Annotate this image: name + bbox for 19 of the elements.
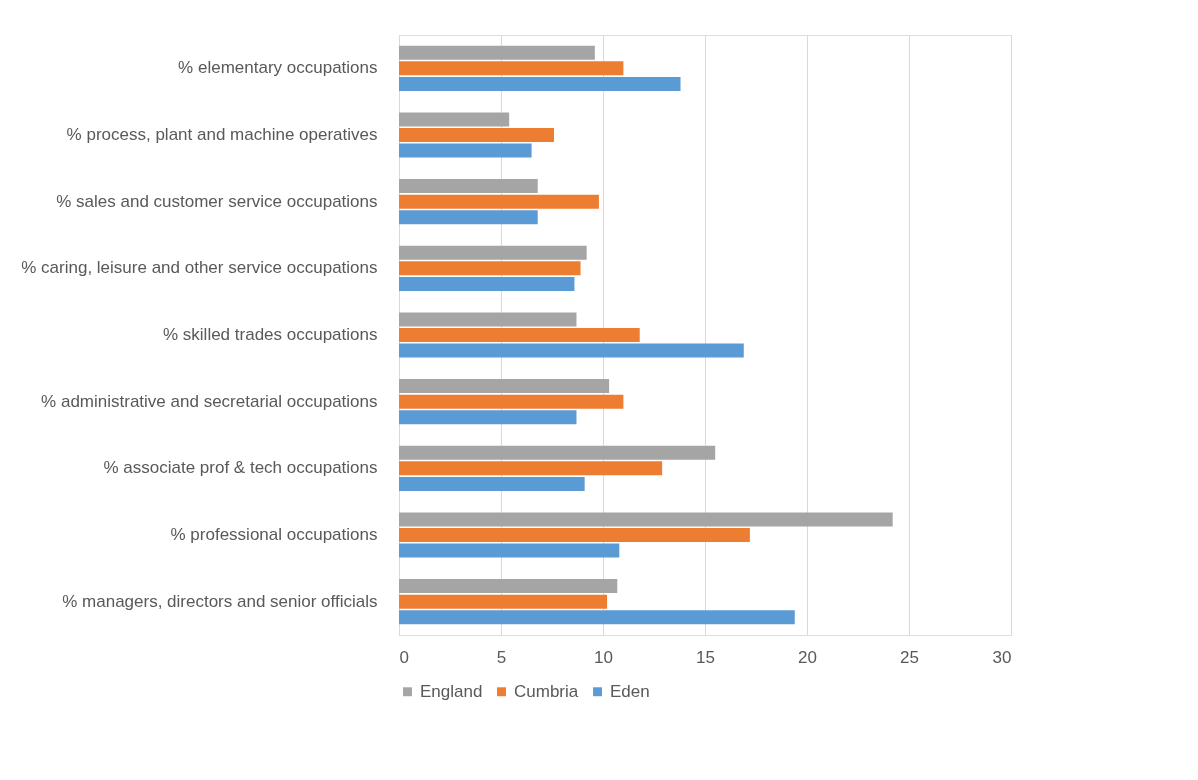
legend-label: Cumbria (514, 681, 579, 701)
y-tick-label: % skilled trades occupations (162, 325, 378, 344)
legend-label: Eden (610, 681, 650, 701)
y-tick-label: % managers, directors and senior officials (62, 591, 378, 611)
y-tick-label: % process, plant and machine operatives (66, 125, 378, 144)
x-tick-label: 20 (798, 647, 817, 667)
x-tick-label: 25 (900, 647, 919, 667)
y-tick-label: % professional occupations (170, 525, 378, 544)
y-tick-label: % administrative and secretarial occupations (41, 391, 378, 411)
y-tick-label: % elementary occupations (178, 58, 378, 78)
x-tick-label: 10 (594, 647, 613, 667)
x-tick-label: 30 (992, 647, 1012, 667)
legend-label: England (420, 681, 483, 701)
y-tick-label: % associate prof & tech occupations (103, 458, 378, 478)
x-tick-label: 15 (696, 647, 715, 667)
y-tick-label: % sales and customer service occupations (56, 191, 378, 211)
y-tick-label: % caring, leisure and other service occupations (21, 258, 378, 278)
x-tick-label: 5 (496, 647, 507, 667)
x-tick-label: 0 (399, 647, 409, 667)
